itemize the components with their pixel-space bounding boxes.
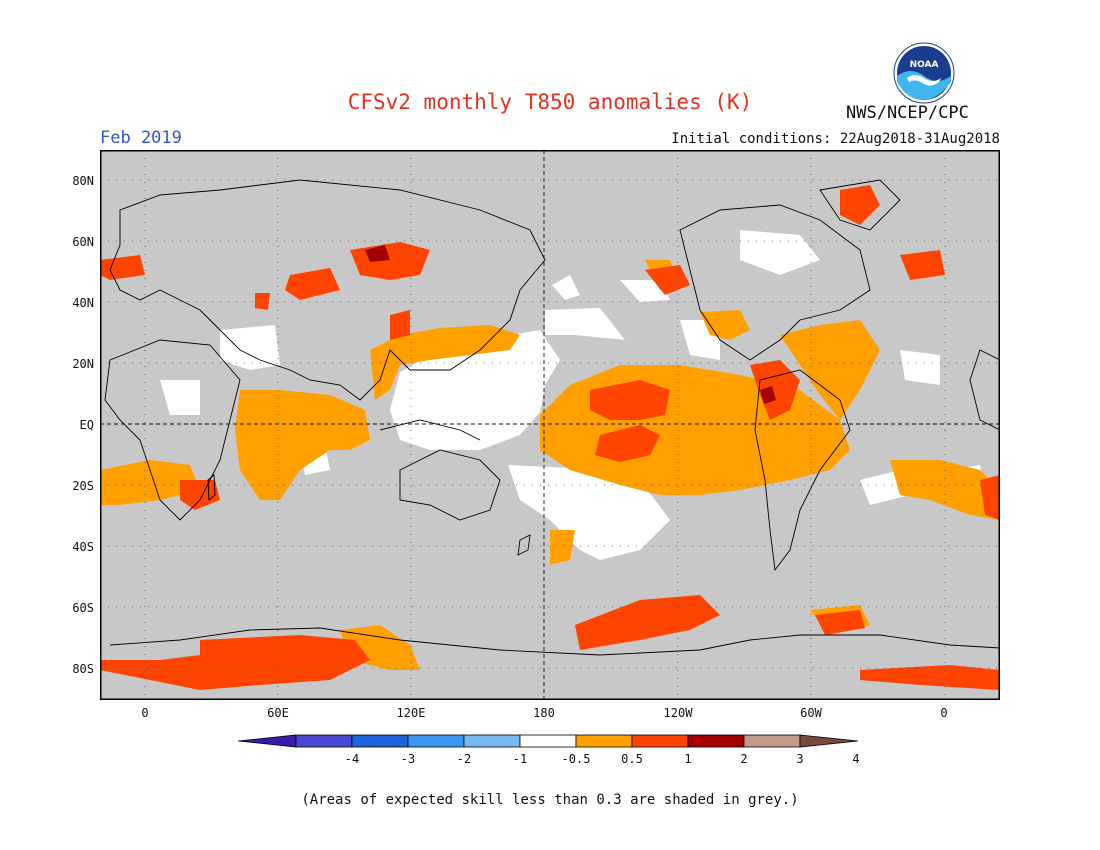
x-tick-label: 180	[533, 706, 555, 720]
y-tick-label: 20S	[72, 479, 94, 493]
legend-swatch	[407, 734, 465, 748]
legend-swatch	[238, 734, 297, 748]
legend-swatch	[631, 734, 689, 748]
legend-label: 4	[852, 752, 860, 766]
x-tick-label: 0	[940, 706, 948, 720]
y-tick-label: 60N	[72, 235, 94, 249]
y-tick-label: 80S	[72, 662, 94, 676]
legend-label: 2	[740, 752, 748, 766]
color-legend-bar	[238, 734, 859, 748]
legend-swatch	[295, 734, 353, 748]
legend-label: -3	[400, 752, 416, 766]
anomaly-map	[100, 150, 1000, 700]
legend-swatch	[519, 734, 577, 748]
legend-swatch	[575, 734, 633, 748]
initial-conditions: Initial conditions: 22Aug2018-31Aug2018	[671, 131, 1000, 147]
legend-label: 0.5	[621, 752, 643, 766]
y-tick-label: 60S	[72, 601, 94, 615]
legend-swatch	[799, 734, 859, 748]
noaa-logo-text: NOAA	[910, 60, 939, 70]
map-title: CFSv2 monthly T850 anomalies (K)	[347, 90, 753, 114]
y-tick-label: 40N	[72, 296, 94, 310]
agency-label: NWS/NCEP/CPC	[846, 103, 969, 123]
skill-footnote: (Areas of expected skill less than 0.3 a…	[301, 792, 799, 808]
legend-swatch	[463, 734, 521, 748]
x-tick-label: 120W	[663, 706, 693, 720]
legend-label: 1	[684, 752, 692, 766]
legend-swatch	[351, 734, 409, 748]
legend-label: 3	[796, 752, 804, 766]
legend-swatch	[743, 734, 801, 748]
x-tick-label: 60E	[267, 706, 289, 720]
legend-label: -4	[344, 752, 360, 766]
y-tick-label: EQ	[79, 418, 94, 432]
coastlines	[104, 179, 1000, 656]
equator-dateline	[100, 150, 1000, 700]
y-tick-label: 40S	[72, 540, 94, 554]
y-tick-label: 80N	[72, 174, 94, 188]
x-tick-label: 120E	[396, 706, 426, 720]
legend-label: -2	[456, 752, 472, 766]
forecast-month: Feb 2019	[100, 128, 182, 148]
x-tick-label: 60W	[800, 706, 822, 720]
legend-label: -0.5	[561, 752, 591, 766]
anomaly-1-to-2-regions	[100, 185, 1000, 690]
map-frame	[100, 150, 1000, 700]
legend-label: -1	[512, 752, 528, 766]
noaa-logo: NOAA	[893, 42, 955, 104]
y-tick-label: 20N	[72, 357, 94, 371]
x-tick-label: 0	[141, 706, 149, 720]
legend-swatch	[687, 734, 745, 748]
anomaly-2-to-3-regions	[365, 245, 776, 404]
